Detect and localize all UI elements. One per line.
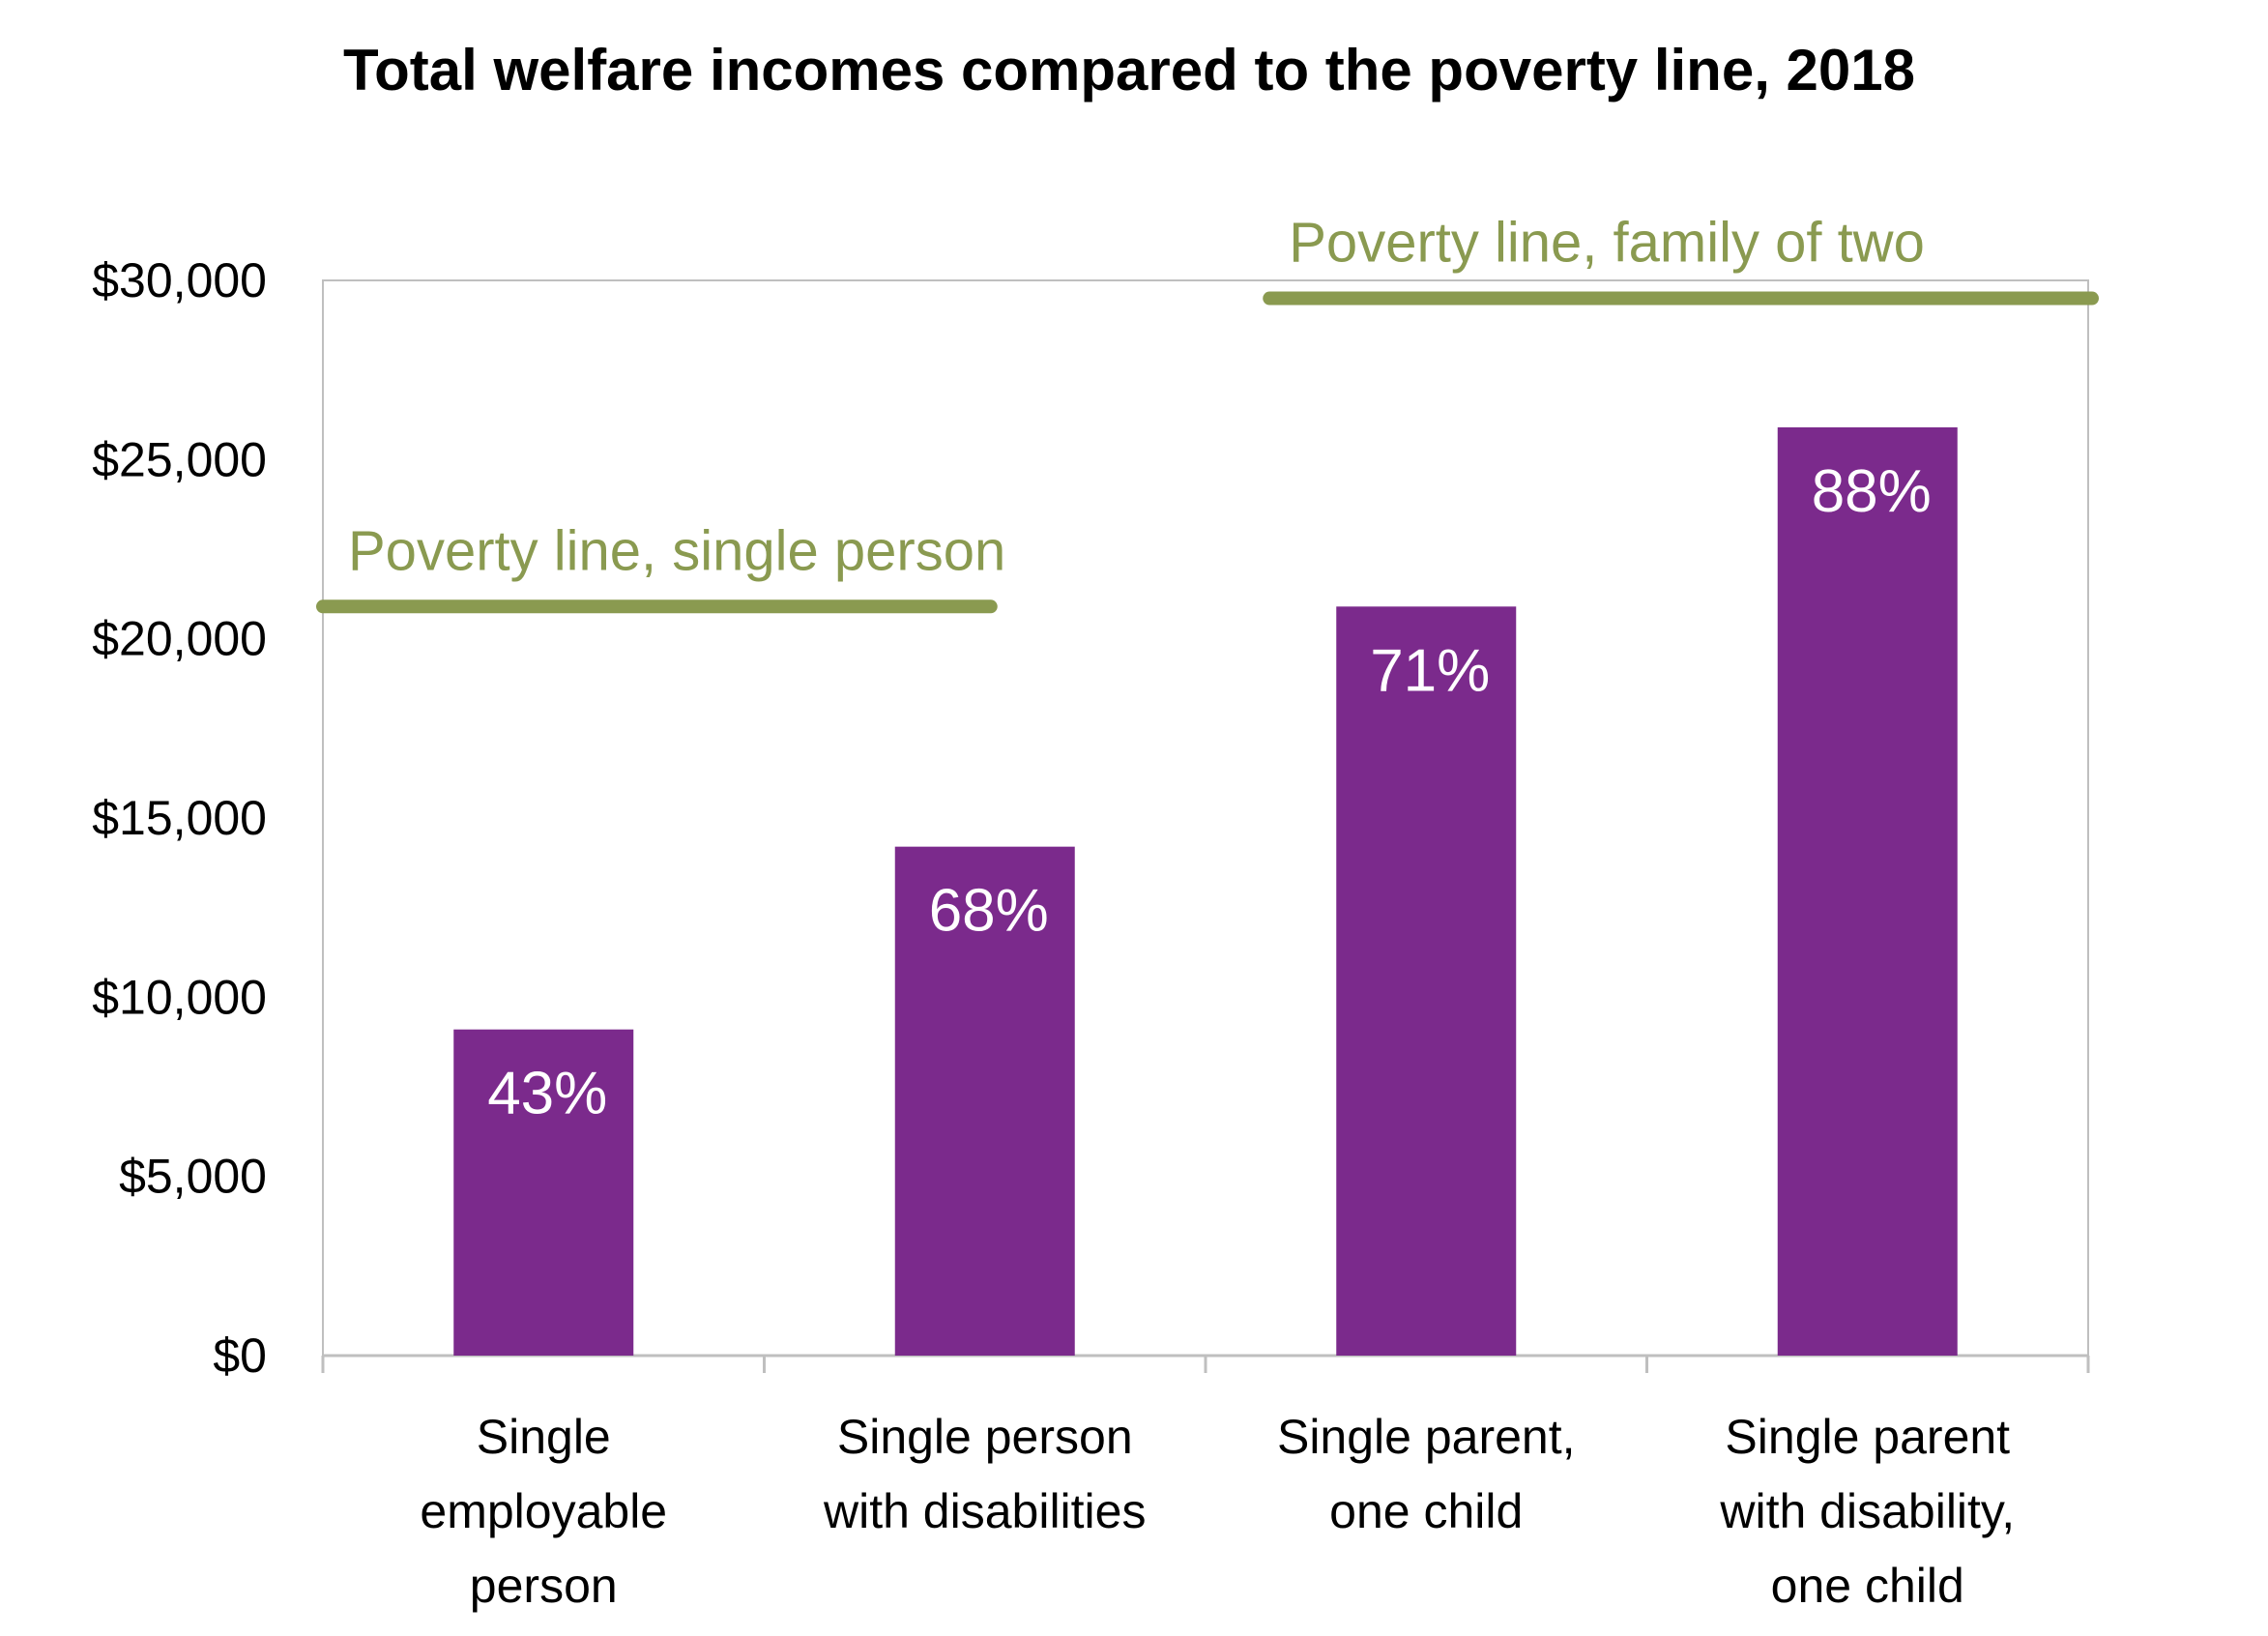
x-category-label: Single parent with disability, one child bbox=[1719, 1410, 2015, 1613]
x-category-label-line: Single parent, bbox=[1277, 1410, 1576, 1464]
x-category-label-line: Single bbox=[477, 1410, 611, 1464]
bar-data-label: 71% bbox=[1370, 637, 1490, 704]
poverty-line-label: Poverty line, family of two bbox=[1289, 212, 1925, 275]
bars: 43% 68% 71% 88% bbox=[453, 426, 1958, 1356]
bar bbox=[1336, 606, 1517, 1356]
y-tick-label: $0 bbox=[213, 1329, 267, 1383]
poverty-line-label: Poverty line, single person bbox=[348, 519, 1005, 582]
bar bbox=[453, 1029, 634, 1356]
bar-data-label: 68% bbox=[929, 878, 1049, 945]
x-category-label-line: with disabilities bbox=[823, 1484, 1146, 1538]
x-category-label-line: person bbox=[470, 1559, 618, 1613]
x-axis: Single employable person Single person with … bbox=[321, 1354, 2090, 1613]
x-category-label-line: one child bbox=[1771, 1559, 1964, 1613]
y-tick-label: $25,000 bbox=[92, 432, 267, 486]
bar bbox=[894, 846, 1075, 1356]
y-tick-label: $15,000 bbox=[92, 791, 267, 845]
bar bbox=[1777, 426, 1958, 1356]
x-category-label-line: employable bbox=[420, 1484, 667, 1538]
bar-data-label: 88% bbox=[1812, 458, 1932, 525]
y-tick-label: $10,000 bbox=[92, 970, 267, 1024]
x-category-label: Single person with disabilities bbox=[823, 1410, 1146, 1538]
chart-title: Total welfare incomes compared to the po… bbox=[342, 38, 1916, 102]
y-tick-label: $30,000 bbox=[92, 253, 267, 307]
x-category-label-line: Single parent bbox=[1725, 1410, 2010, 1464]
reference-lines: Poverty line, single person Poverty line,… bbox=[316, 212, 2099, 614]
bar-data-label: 43% bbox=[487, 1061, 607, 1127]
x-category-label-line: Single person bbox=[837, 1410, 1133, 1464]
x-category-label: Single employable person bbox=[420, 1410, 667, 1613]
y-axis: $0 $5,000 $10,000 $15,000 $20,000 $25,000 $30,… bbox=[92, 253, 267, 1383]
x-category-label-line: with disability, bbox=[1719, 1484, 2015, 1538]
y-tick-label: $5,000 bbox=[119, 1150, 267, 1204]
x-category-label: Single parent, one child bbox=[1277, 1410, 1576, 1538]
y-tick-label: $20,000 bbox=[92, 612, 267, 666]
x-category-label-line: one child bbox=[1329, 1484, 1523, 1538]
